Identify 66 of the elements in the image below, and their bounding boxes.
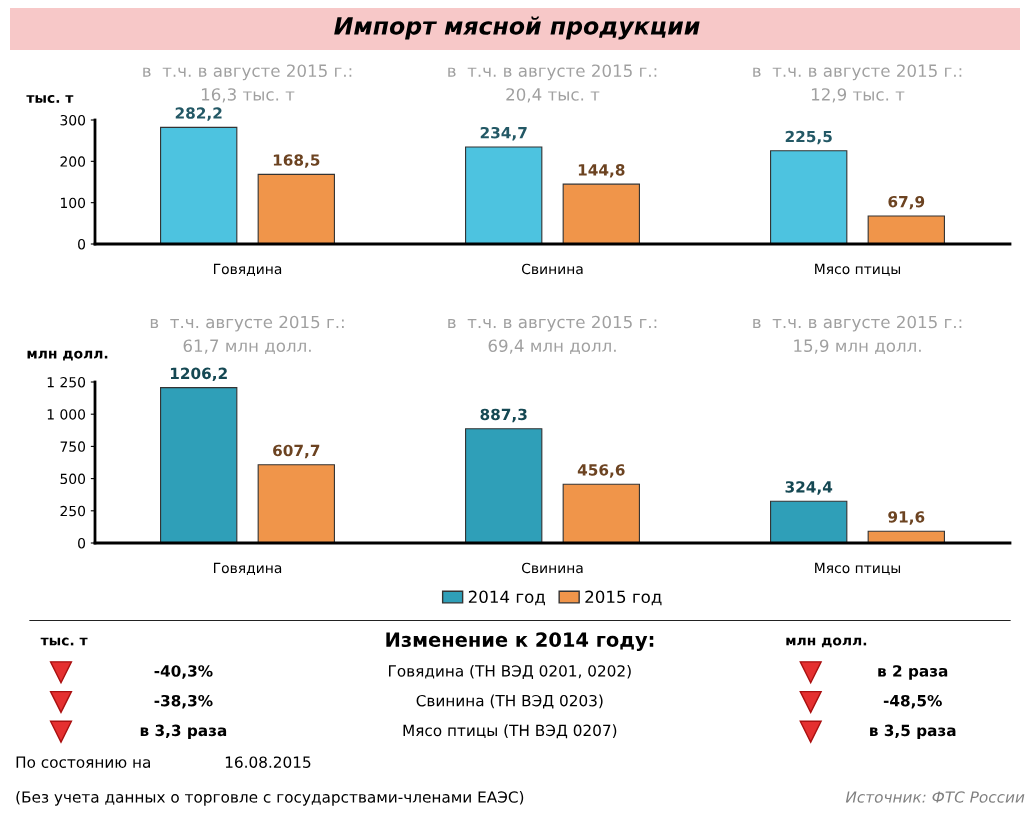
data-label: 282,2 [175, 107, 222, 121]
text: -40,3% [154, 665, 213, 679]
y-axis-title: тыс. т [26, 94, 74, 103]
bar [465, 146, 543, 244]
bar [160, 387, 238, 543]
x-tick-label: Говядина [214, 562, 282, 575]
data-label: 1206,2 [170, 367, 227, 382]
text: в 3,5 раза [870, 724, 956, 740]
x-tick-label: Свинина [521, 562, 583, 574]
x-tick-label: Говядина [214, 263, 282, 276]
bar [770, 500, 848, 543]
y-tick-label: 250 [60, 505, 86, 517]
text: Источник: ФТС России [845, 791, 1025, 803]
text: (Без учета данных о торговле с государствами-членами ЕАЭС) [16, 790, 524, 806]
data-label: 91,6 [888, 511, 925, 525]
y-tick-label: 0 [78, 537, 86, 549]
x-tick-label: Мясо птицы [815, 263, 901, 276]
y-tick-label: 1 250 [47, 376, 86, 388]
text: тыс. т [40, 637, 88, 646]
bar [562, 183, 640, 244]
y-tick-label: 200 [60, 156, 86, 167]
data-label: 67,9 [888, 195, 925, 210]
y-tick-label: 300 [60, 114, 86, 126]
text: Мясо птицы (ТН ВЭД 0207) [403, 724, 617, 739]
data-label: 225,5 [785, 130, 832, 145]
text: в т.ч. августе 2015 г.: 61,7 млн долл. [150, 315, 344, 355]
text: млн долл. [786, 637, 867, 648]
text: -38,3% [154, 694, 213, 709]
y-tick-label: 750 [60, 441, 86, 452]
text: в 2 раза [878, 665, 948, 680]
bar [770, 150, 848, 244]
data-label: 887,3 [480, 408, 527, 423]
text: Говядина (ТН ВЭД 0201, 0202) [389, 664, 631, 679]
bar [562, 483, 640, 543]
text: -48,5% [883, 694, 942, 709]
text: в 3,3 раза [140, 724, 227, 740]
legend-label: 2015 год [585, 590, 662, 606]
y-tick-label: 500 [60, 473, 86, 485]
text: в т.ч. в августе 2015 г.: 15,9 млн долл. [753, 315, 962, 355]
data-label: 234,7 [480, 126, 527, 141]
text: в т.ч. в августе 2015 г.: 69,4 млн долл. [448, 315, 657, 355]
y-tick-label: 0 [78, 238, 86, 250]
legend-label: 2014 год [468, 590, 545, 606]
text: в т.ч. в августе 2015 г.: 12,9 тыс. т [753, 64, 962, 103]
y-tick-label: 1 000 [47, 409, 86, 420]
x-tick-label: Мясо птицы [815, 562, 901, 575]
data-label: 607,7 [273, 444, 320, 459]
bar [257, 464, 335, 543]
bar [465, 428, 543, 543]
data-label: 168,5 [273, 154, 320, 168]
text: 16.08.2015 [225, 756, 311, 768]
data-label: 144,8 [578, 164, 625, 178]
data-label: 324,4 [785, 481, 833, 495]
bar [257, 173, 335, 244]
text: в т.ч. в августе 2015 г.: 16,3 тыс. т [143, 64, 352, 103]
bar [160, 126, 238, 244]
chart-title: Импорт мясной продукции [334, 16, 700, 40]
text: Изменение к 2014 году: [386, 632, 654, 651]
x-tick-label: Свинина [521, 263, 583, 275]
bar [867, 215, 945, 244]
y-tick-label: 100 [60, 197, 86, 209]
data-label: 456,6 [577, 464, 625, 478]
text: По состоянию на [16, 756, 150, 768]
y-axis-title: млн долл. [27, 350, 108, 361]
text: Свинина (ТН ВЭД 0203) [416, 694, 603, 709]
text: в т.ч. в августе 2015 г.: 20,4 тыс. т [448, 64, 657, 103]
